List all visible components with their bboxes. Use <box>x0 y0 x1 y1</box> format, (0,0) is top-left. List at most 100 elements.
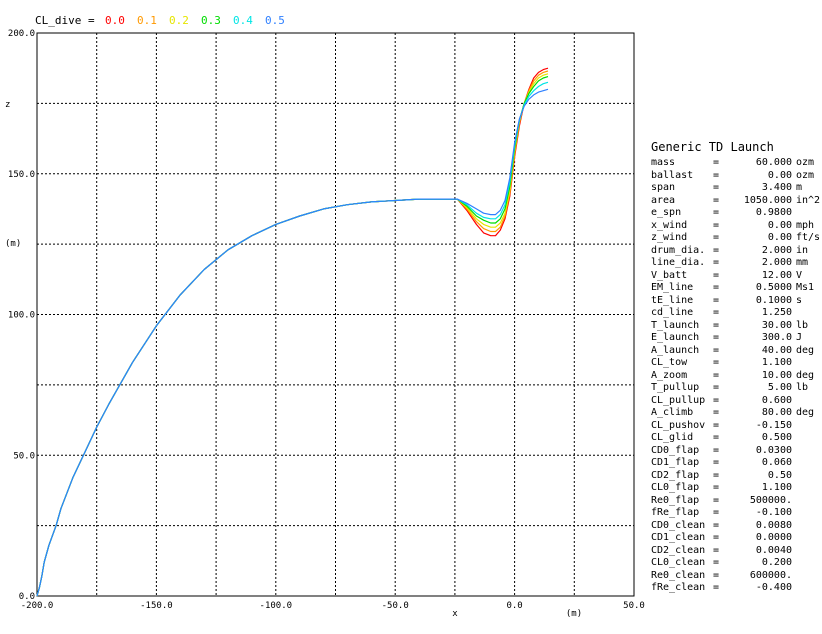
parameter-unit: s <box>796 294 803 306</box>
parameter-row: ballast = 0.00 ozm <box>651 170 821 183</box>
parameter-value: 0.0300 <box>755 444 792 456</box>
chart-frame <box>36 32 635 597</box>
parameter-name: mass <box>651 157 676 168</box>
parameter-row: CL_glid = 0.500 <box>651 432 821 445</box>
parameter-value: 0.00 <box>767 232 792 243</box>
parameter-name: CD2_clean <box>651 544 706 556</box>
parameter-row: fRe_clean = -0.400 <box>651 582 821 595</box>
parameter-equals: = <box>713 332 720 343</box>
parameter-name: Re0_flap <box>651 494 700 506</box>
parameter-row: CL_pullup = 0.600 <box>651 395 821 408</box>
x-axis-label: x <box>452 609 458 619</box>
parameter-value: 30.00 <box>761 319 792 331</box>
parameter-row: CL0_clean = 0.200 <box>651 557 821 570</box>
panel-title: Generic TD Launch <box>651 140 774 154</box>
y-axis-label: z <box>5 100 10 110</box>
parameter-equals: = <box>713 544 720 556</box>
plot-border <box>36 32 635 597</box>
parameter-value: 0.060 <box>761 457 792 468</box>
parameter-unit: deg <box>796 369 815 381</box>
parameter-equals: = <box>713 219 720 231</box>
parameter-name: fRe_flap <box>651 507 700 518</box>
parameter-row: CL0_flap = 1.100 <box>651 482 821 495</box>
parameter-name: CL_glid <box>651 432 694 443</box>
parameter-equals: = <box>713 494 720 506</box>
x-tick-label: -100.0 <box>260 601 293 611</box>
parameter-row: CD1_clean = 0.0000 <box>651 532 821 545</box>
parameter-row: T_launch = 30.00 lb <box>651 320 821 333</box>
parameter-name: tE_line <box>651 294 694 306</box>
legend: CL_dive = 0.0 0.1 0.2 0.3 0.4 0.5 <box>35 14 285 27</box>
parameter-equals: = <box>713 582 720 593</box>
series-line-4 <box>36 81 549 597</box>
legend-title: CL_dive = <box>35 14 95 27</box>
parameter-value: 2.000 <box>761 244 792 256</box>
parameter-row: cd_line = 1.250 <box>651 307 821 320</box>
parameter-name: x_wind <box>651 219 688 231</box>
parameter-row: E_launch = 300.0 J <box>651 332 821 345</box>
parameter-value: 5.00 <box>767 382 792 393</box>
parameter-unit: ozm <box>796 157 815 168</box>
tick-labels: -200.0 -150.0 -100.0 -50.0 0.0 50.0 0.0 50.0 100… <box>8 29 645 611</box>
parameter-name: fRe_clean <box>651 582 706 593</box>
parameter-name: z_wind <box>651 232 688 243</box>
parameter-name: A_launch <box>651 344 700 356</box>
parameter-equals: = <box>713 557 720 568</box>
parameter-value: 60.000 <box>755 157 792 168</box>
parameter-unit: in^2 <box>796 194 821 206</box>
parameter-row: drum_dia. = 2.000 in <box>651 245 821 258</box>
parameter-row: EM_line = 0.5000 Ms1 <box>651 282 821 295</box>
parameter-equals: = <box>713 432 720 443</box>
parameter-name: drum_dia. <box>651 244 706 256</box>
parameter-equals: = <box>713 482 720 493</box>
parameter-name: CL_pullup <box>651 394 706 406</box>
parameter-equals: = <box>713 169 720 181</box>
parameter-equals: = <box>713 532 720 543</box>
parameter-name: CL0_clean <box>651 557 706 568</box>
parameter-unit: V <box>796 269 803 281</box>
parameter-row: CD0_flap = 0.0300 <box>651 445 821 458</box>
parameter-equals: = <box>713 244 720 256</box>
parameter-equals: = <box>713 407 720 418</box>
parameter-row: CD2_clean = 0.0040 <box>651 545 821 558</box>
parameter-value: 0.0040 <box>755 544 792 556</box>
parameter-value: 0.00 <box>767 169 792 181</box>
y-tick-label: 200.0 <box>8 29 35 39</box>
parameter-equals: = <box>713 207 720 218</box>
series-line-3 <box>36 76 549 597</box>
parameter-value: 0.200 <box>761 557 792 568</box>
parameter-name: CD2_flap <box>651 469 700 481</box>
x-tick-label: 0.0 <box>506 601 522 611</box>
series-line-2 <box>36 73 549 597</box>
y-axis-unit: (m) <box>5 239 21 249</box>
parameter-equals: = <box>713 282 720 293</box>
parameter-unit: mph <box>796 219 815 231</box>
parameter-row: CD0_clean = 0.0080 <box>651 520 821 533</box>
parameter-value: 0.0000 <box>755 532 792 543</box>
parameter-value: -0.150 <box>755 419 792 431</box>
parameter-equals: = <box>713 232 720 243</box>
parameter-equals: = <box>713 182 720 193</box>
parameter-name: T_launch <box>651 319 700 331</box>
parameter-row: A_zoom = 10.00 deg <box>651 370 821 383</box>
parameter-value: 80.00 <box>761 407 792 418</box>
parameter-name: T_pullup <box>651 382 700 393</box>
parameter-name: V_batt <box>651 269 688 281</box>
parameter-name: line_dia. <box>651 257 706 268</box>
series-lines <box>36 67 549 597</box>
parameter-equals: = <box>713 194 720 206</box>
parameter-equals: = <box>713 569 720 581</box>
parameter-equals: = <box>713 469 720 481</box>
parameter-value: 0.600 <box>761 394 792 406</box>
parameter-unit: lb <box>796 382 809 393</box>
x-tick-label: 50.0 <box>623 601 645 611</box>
parameter-value: 10.00 <box>761 369 792 381</box>
y-tick-label: 150.0 <box>8 170 35 180</box>
legend-entry: 0.4 <box>233 14 253 27</box>
parameter-row: CD1_flap = 0.060 <box>651 457 821 470</box>
parameter-value: -0.400 <box>755 582 792 593</box>
parameter-name: EM_line <box>651 282 694 293</box>
chart-grid <box>37 33 634 596</box>
legend-entry: 0.5 <box>265 14 285 27</box>
parameter-row: V_batt = 12.00 V <box>651 270 821 283</box>
